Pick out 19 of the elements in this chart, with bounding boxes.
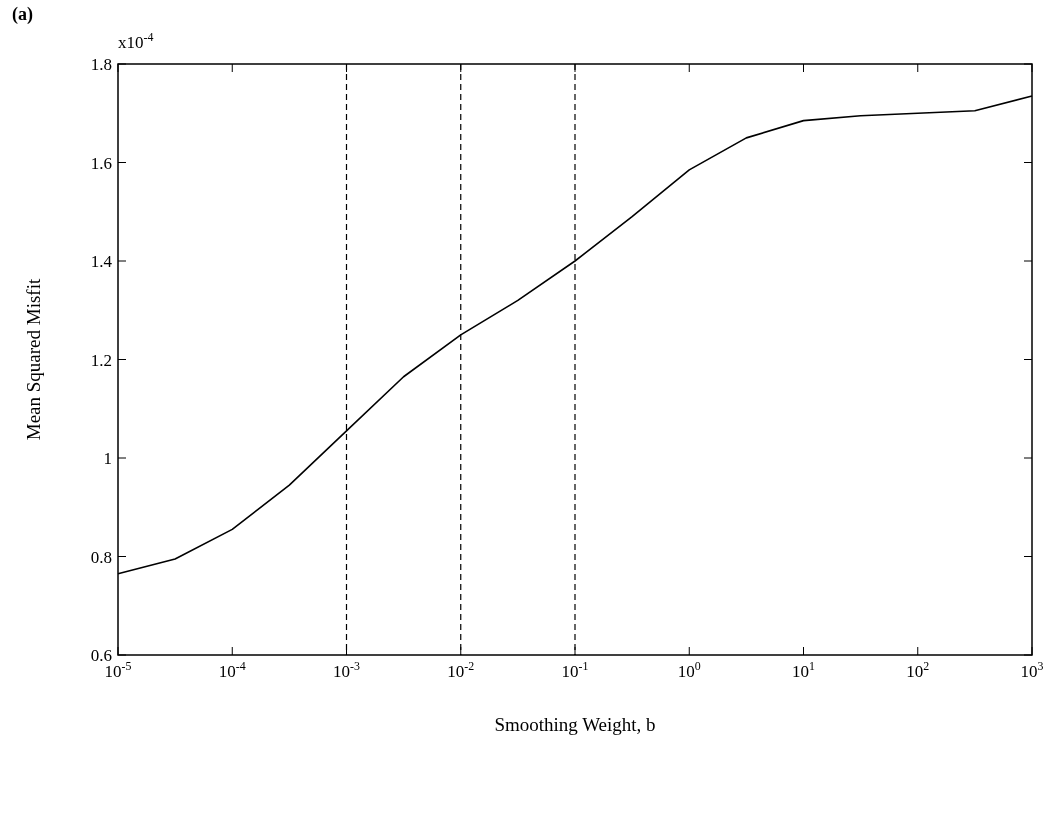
x-tick-label: 10$^{2}$ (906, 659, 930, 681)
y-tick-label: 1 (103, 449, 112, 468)
y-tick-label: 1.4 (90, 252, 113, 271)
y-tick-label: 1.8 (90, 55, 112, 74)
y-tick-label: 0.6 (90, 646, 112, 665)
x-tick-label: 10$^{-1}$ (561, 659, 589, 681)
y-tick-label: 0.8 (90, 547, 112, 567)
x-tick-label: 10$^{-2}$ (447, 659, 475, 681)
x-tick-label: 10$^{0}$ (677, 659, 701, 681)
x-tick-label: 10$^{1}$ (792, 659, 816, 681)
x-axis-title: Smoothing Weight, b (494, 714, 656, 735)
y-tick-label: 1.2 (90, 350, 112, 370)
text: (a) (12, 4, 33, 25)
x-tick-label: 10$^{-3}$ (333, 659, 361, 681)
y-axis-title: Mean Squared Misfit (23, 278, 44, 441)
y-tick-label: 1.6 (90, 153, 112, 173)
x-tick-label: 10$^{-4}$ (218, 659, 246, 681)
x-tick-label: 10$^{3}$ (1020, 659, 1044, 681)
text: x10$^{-4}$ (118, 30, 154, 52)
